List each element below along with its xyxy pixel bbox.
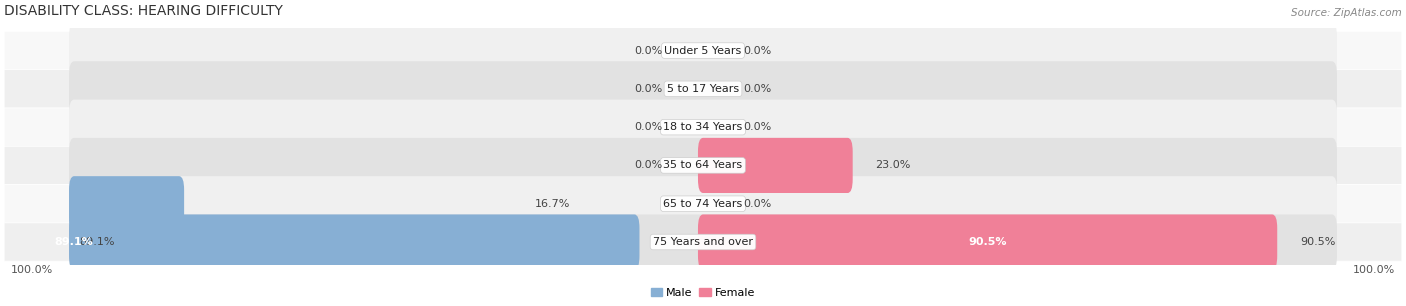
FancyBboxPatch shape (69, 138, 1337, 193)
Text: 0.0%: 0.0% (634, 122, 662, 132)
FancyBboxPatch shape (697, 215, 1277, 270)
Text: 16.7%: 16.7% (534, 199, 569, 209)
Text: 5 to 17 Years: 5 to 17 Years (666, 84, 740, 94)
Text: 0.0%: 0.0% (744, 46, 772, 56)
Text: 100.0%: 100.0% (1353, 265, 1395, 275)
FancyBboxPatch shape (4, 146, 1402, 185)
FancyBboxPatch shape (697, 138, 852, 193)
Text: 0.0%: 0.0% (744, 122, 772, 132)
Text: Source: ZipAtlas.com: Source: ZipAtlas.com (1291, 8, 1402, 18)
Text: 18 to 34 Years: 18 to 34 Years (664, 122, 742, 132)
FancyBboxPatch shape (69, 23, 1337, 78)
Text: 0.0%: 0.0% (634, 160, 662, 170)
FancyBboxPatch shape (69, 176, 1337, 231)
Text: 89.1%: 89.1% (55, 237, 93, 247)
Text: Under 5 Years: Under 5 Years (665, 46, 741, 56)
FancyBboxPatch shape (69, 99, 1337, 155)
Text: 0.0%: 0.0% (744, 84, 772, 94)
FancyBboxPatch shape (69, 176, 184, 231)
Text: 0.0%: 0.0% (634, 84, 662, 94)
Legend: Male, Female: Male, Female (647, 283, 759, 302)
FancyBboxPatch shape (4, 108, 1402, 146)
Text: 100.0%: 100.0% (11, 265, 53, 275)
Text: 65 to 74 Years: 65 to 74 Years (664, 199, 742, 209)
Text: DISABILITY CLASS: HEARING DIFFICULTY: DISABILITY CLASS: HEARING DIFFICULTY (4, 4, 283, 18)
FancyBboxPatch shape (4, 70, 1402, 108)
Text: 35 to 64 Years: 35 to 64 Years (664, 160, 742, 170)
Text: 0.0%: 0.0% (744, 199, 772, 209)
FancyBboxPatch shape (4, 32, 1402, 70)
FancyBboxPatch shape (4, 223, 1402, 261)
FancyBboxPatch shape (4, 185, 1402, 223)
FancyBboxPatch shape (69, 215, 640, 270)
Text: 23.0%: 23.0% (876, 160, 911, 170)
FancyBboxPatch shape (69, 215, 1337, 270)
Text: 75 Years and over: 75 Years and over (652, 237, 754, 247)
Text: 89.1%: 89.1% (79, 237, 115, 247)
Text: 90.5%: 90.5% (1301, 237, 1336, 247)
Text: 90.5%: 90.5% (969, 237, 1007, 247)
Text: 0.0%: 0.0% (634, 46, 662, 56)
FancyBboxPatch shape (69, 61, 1337, 116)
